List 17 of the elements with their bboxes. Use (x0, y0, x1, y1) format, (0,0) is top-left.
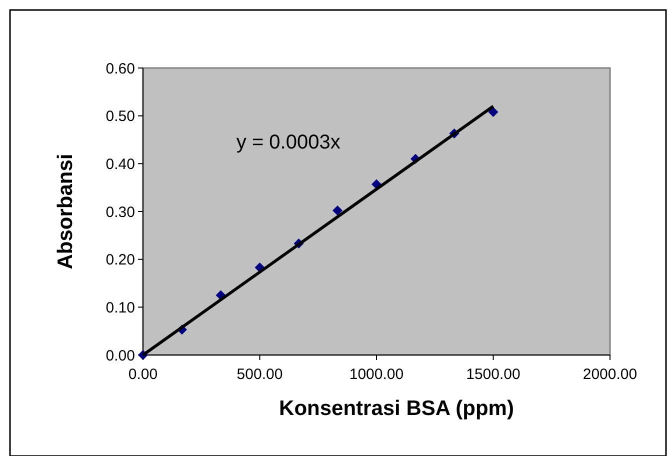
y-axis-title: Absorbansi (54, 154, 77, 270)
x-axis-title: Konsentrasi BSA (ppm) (279, 397, 514, 420)
x-tick-label: 1000.00 (349, 366, 404, 383)
x-tick-label: 1500.00 (466, 366, 520, 383)
y-tick-label: 0.00 (106, 347, 135, 364)
x-tick-label: 500.00 (236, 366, 283, 383)
y-tick-label: 0.30 (106, 204, 135, 221)
y-tick-label: 0.20 (106, 252, 135, 269)
y-tick-label: 0.50 (106, 108, 135, 126)
point (488, 107, 498, 118)
annotation: y = 0.0003x (236, 131, 340, 154)
point (332, 206, 343, 216)
x-tick-label: 0.00 (128, 366, 158, 383)
y-tick-label: 0.40 (106, 156, 135, 173)
y-tick-label: 0.60 (106, 60, 135, 78)
y-tick-label: 0.10 (106, 299, 135, 316)
x-tick-label: 2000.00 (582, 366, 638, 383)
